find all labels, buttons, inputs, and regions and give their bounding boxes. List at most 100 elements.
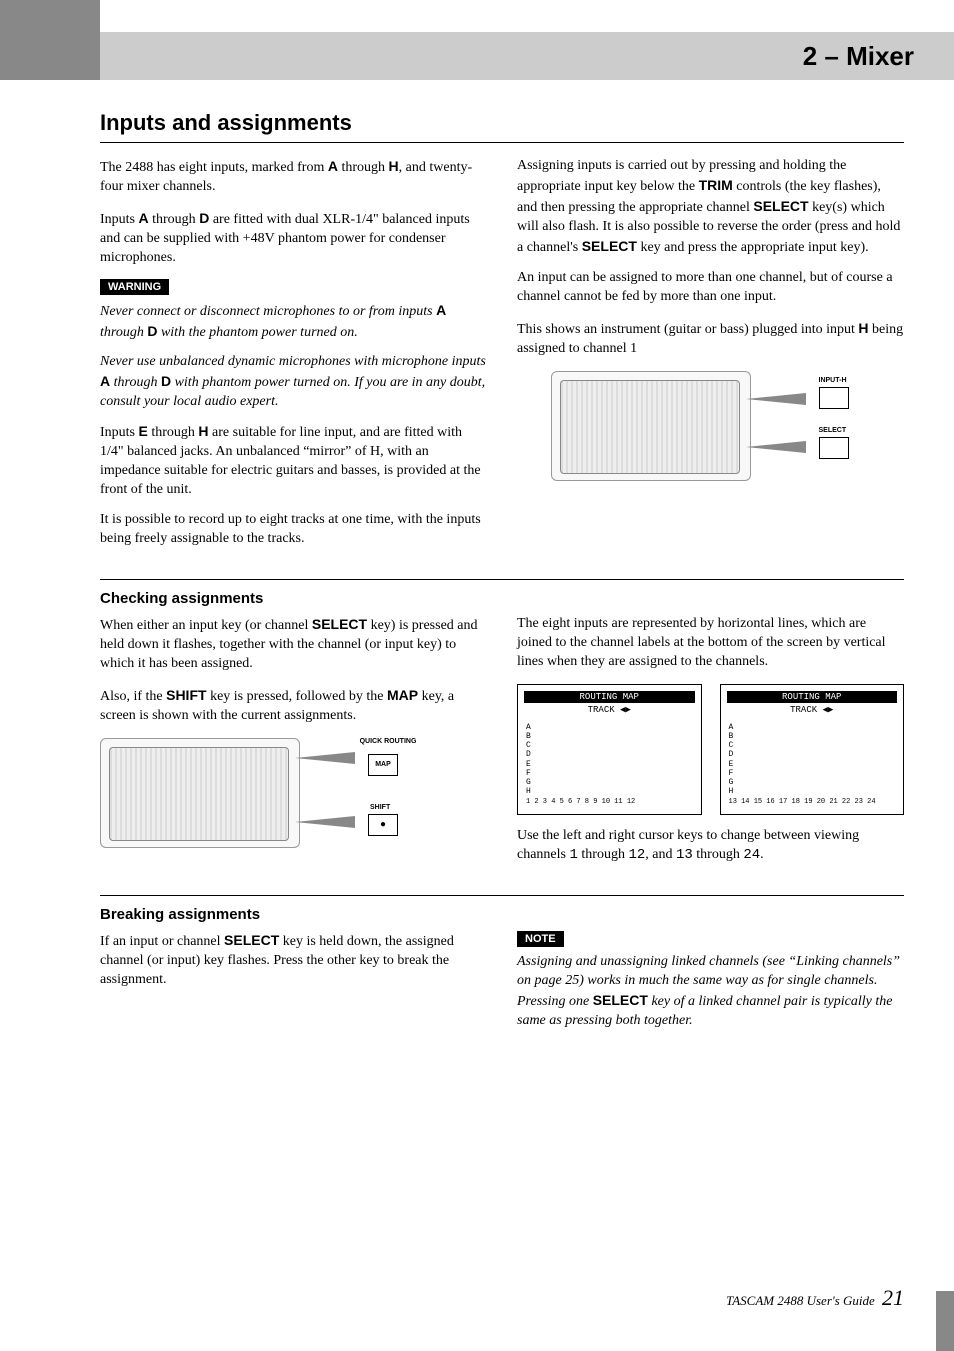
- map-track-r: TRACK ◀▶: [727, 705, 898, 715]
- text: key and press the appropriate input key)…: [637, 240, 869, 255]
- check-l1: When either an input key (or channel SEL…: [100, 615, 487, 674]
- text: , and: [645, 847, 676, 862]
- arrow-map: [295, 752, 355, 764]
- routing-map-right: ROUTING MAP TRACK ◀▶ A B C D E F G H 13 …: [720, 684, 905, 815]
- map-channels-right: 13 14 15 16 17 18 19 20 21 22 23 24: [729, 798, 896, 808]
- footer-text: TASCAM 2488 User's Guide: [726, 1293, 875, 1308]
- map-track: TRACK ◀▶: [524, 705, 695, 715]
- intro-r1: Assigning inputs is carried out by press…: [517, 157, 904, 257]
- text: Inputs: [100, 212, 139, 227]
- break-l1: If an input or channel SELECT key is hel…: [100, 931, 487, 990]
- checking-left-col: When either an input key (or channel SEL…: [100, 615, 487, 877]
- shift-key: ●: [368, 814, 398, 836]
- n24: 24: [743, 847, 760, 863]
- warning-label: WARNING: [100, 279, 169, 295]
- checking-columns: When either an input key (or channel SEL…: [100, 615, 904, 877]
- device-sketch: [560, 380, 740, 474]
- page-number: 21: [882, 1285, 904, 1310]
- map-title: ROUTING MAP: [524, 691, 695, 703]
- inputh-key: [819, 387, 849, 409]
- label-select: SELECT: [593, 992, 648, 1008]
- label-H: H: [389, 158, 399, 174]
- device-diagram: [551, 371, 751, 481]
- intro-left-col: The 2488 has eight inputs, marked from A…: [100, 157, 487, 561]
- map-letters: A B C D E F G H: [526, 723, 693, 797]
- assign-diagram: INPUT-H SELECT: [551, 371, 871, 481]
- map-key-diagram: QUICK ROUTING MAP SHIFT ●: [100, 738, 420, 858]
- intro-r3: This shows an instrument (guitar or bass…: [517, 319, 904, 359]
- arrow-bottom: [746, 441, 806, 453]
- warning-2: Never use unbalanced dynamic microphones…: [100, 353, 487, 412]
- label-H: H: [858, 320, 868, 336]
- text: If an input or channel: [100, 934, 224, 949]
- quickrouting-label: QUICK ROUTING: [358, 738, 418, 745]
- select-label: SELECT: [819, 427, 847, 434]
- label-map: MAP: [387, 687, 418, 703]
- routing-map-left: ROUTING MAP TRACK ◀▶ A B C D E F G H 1 2…: [517, 684, 702, 815]
- intro-r2: An input can be assigned to more than on…: [517, 269, 904, 307]
- device-sketch-2: [109, 747, 289, 841]
- text: Inputs: [100, 425, 139, 440]
- text: through: [148, 425, 199, 440]
- heading-checking: Checking assignments: [100, 590, 904, 607]
- checking-right-col: The eight inputs are represented by hori…: [517, 615, 904, 877]
- heading-inputs-assignments: Inputs and assignments: [100, 110, 904, 143]
- rule-1: [100, 579, 904, 580]
- text: This shows an instrument (guitar or bass…: [517, 322, 858, 337]
- text: with the phantom power turned on.: [157, 325, 357, 340]
- text: through: [578, 847, 629, 862]
- label-A: A: [436, 302, 446, 318]
- top-left-band: [0, 0, 100, 80]
- check-r2: Use the left and right cursor keys to ch…: [517, 827, 904, 865]
- map-channels-left: 1 2 3 4 5 6 7 8 9 10 11 12: [526, 798, 693, 808]
- label-E: E: [139, 423, 148, 439]
- header-bar: 2 – Mixer: [100, 32, 954, 80]
- side-tab: [936, 1291, 954, 1351]
- note-label: NOTE: [517, 931, 564, 947]
- n12: 12: [628, 847, 645, 863]
- intro-right-col: Assigning inputs is carried out by press…: [517, 157, 904, 561]
- device-diagram-2: [100, 738, 300, 848]
- intro-p4: It is possible to record up to eight tra…: [100, 511, 487, 549]
- label-D: D: [147, 323, 157, 339]
- n1: 1: [569, 847, 577, 863]
- text: When either an input key (or channel: [100, 618, 312, 633]
- check-l2: Also, if the SHIFT key is pressed, follo…: [100, 686, 487, 726]
- rule-2: [100, 895, 904, 896]
- map-letters-r: A B C D E F G H: [729, 723, 896, 797]
- select-key: [819, 437, 849, 459]
- text: Never use unbalanced dynamic microphones…: [100, 354, 486, 369]
- breaking-right-col: NOTE Assigning and unassigning linked ch…: [517, 931, 904, 1041]
- intro-p1: The 2488 has eight inputs, marked from A…: [100, 157, 487, 197]
- n13: 13: [676, 847, 693, 863]
- map-grid-left: A B C D E F G H 1 2 3 4 5 6 7 8 9 10 11 …: [524, 719, 695, 808]
- heading-breaking: Breaking assignments: [100, 906, 904, 923]
- arrow-top: [746, 393, 806, 405]
- map-key: MAP: [368, 754, 398, 776]
- text: through: [100, 325, 147, 340]
- page-content: Inputs and assignments The 2488 has eigh…: [100, 110, 904, 1261]
- label-select: SELECT: [224, 932, 279, 948]
- label-A: A: [328, 158, 338, 174]
- map-key-text: MAP: [375, 761, 391, 768]
- intro-p2: Inputs A through D are fitted with dual …: [100, 209, 487, 268]
- breaking-left-col: If an input or channel SELECT key is hel…: [100, 931, 487, 1041]
- intro-p3: Inputs E through H are suitable for line…: [100, 422, 487, 500]
- map-grid-right: A B C D E F G H 13 14 15 16 17 18 19 20 …: [727, 719, 898, 808]
- warning-1: Never connect or disconnect microphones …: [100, 301, 487, 343]
- label-H: H: [198, 423, 208, 439]
- note-text: Assigning and unassigning linked channel…: [517, 953, 904, 1031]
- label-D: D: [199, 210, 209, 226]
- label-select: SELECT: [753, 198, 808, 214]
- chapter-title: 2 – Mixer: [803, 41, 914, 72]
- text: through: [338, 160, 389, 175]
- inputh-label: INPUT-H: [819, 377, 847, 384]
- text: through: [149, 212, 200, 227]
- intro-columns: The 2488 has eight inputs, marked from A…: [100, 157, 904, 561]
- text: Never connect or disconnect microphones …: [100, 304, 436, 319]
- text: The 2488 has eight inputs, marked from: [100, 160, 328, 175]
- text: .: [760, 847, 764, 862]
- label-A: A: [139, 210, 149, 226]
- text: through: [693, 847, 744, 862]
- breaking-columns: If an input or channel SELECT key is hel…: [100, 931, 904, 1041]
